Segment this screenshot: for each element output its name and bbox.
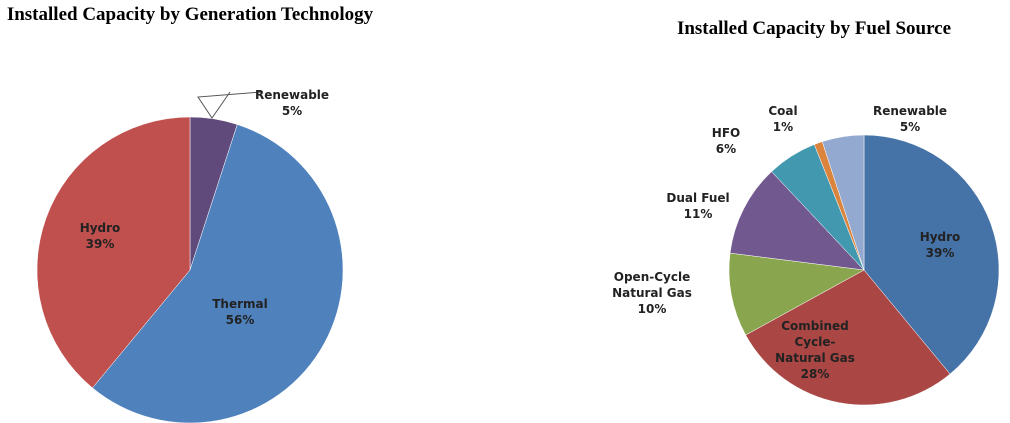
slice-label: Renewable 5% <box>873 103 947 135</box>
value-label: 39% <box>925 246 955 260</box>
category-label: Coal <box>768 104 798 118</box>
slice-label: Combined Cycle-Natural Gas 28% <box>775 318 855 382</box>
slice-label: Hydro 39% <box>80 220 121 252</box>
value-label: 6% <box>715 142 737 156</box>
slice-label: Hydro 39% <box>920 229 961 261</box>
value-label: 11% <box>683 207 713 221</box>
pie-slice <box>728 252 865 336</box>
slice-label: Renewable 5% <box>255 87 329 119</box>
category-label: Renewable <box>254 88 330 102</box>
pie-slice <box>92 124 344 423</box>
value-label: 5% <box>281 104 303 118</box>
category-label: Combined Cycle-Natural Gas <box>775 319 855 365</box>
pie-slice <box>36 116 191 389</box>
value-label: 28% <box>800 367 830 381</box>
pie-slice <box>863 134 1000 375</box>
category-label: Hydro <box>79 221 121 235</box>
slice-label: HFO 6% <box>712 125 740 157</box>
category-label: Open-Cycle Natural Gas <box>612 270 692 300</box>
value-label: 1% <box>772 120 794 134</box>
slice-label: Thermal 56% <box>212 296 268 328</box>
slice-label: Coal 1% <box>768 103 797 135</box>
category-label: Renewable <box>872 104 948 118</box>
leader-line <box>197 91 263 119</box>
pie-slice <box>729 171 865 271</box>
category-label: Thermal <box>212 297 268 311</box>
slice-label: Open-Cycle Natural Gas 10% <box>602 269 702 317</box>
chart-title: Installed Capacity by Generation Technol… <box>6 4 374 25</box>
category-label: Hydro <box>919 230 961 244</box>
pie-slice <box>821 134 865 271</box>
chart-title: Installed Capacity by Fuel Source <box>676 18 952 39</box>
pie-slice <box>745 269 951 406</box>
value-label: 10% <box>637 302 667 316</box>
value-label: 39% <box>85 237 115 251</box>
category-label: HFO <box>711 126 741 140</box>
category-label: Dual Fuel <box>666 191 730 205</box>
slice-label: Dual Fuel 11% <box>666 190 729 222</box>
value-label: 5% <box>899 120 921 134</box>
value-label: 56% <box>225 313 255 327</box>
